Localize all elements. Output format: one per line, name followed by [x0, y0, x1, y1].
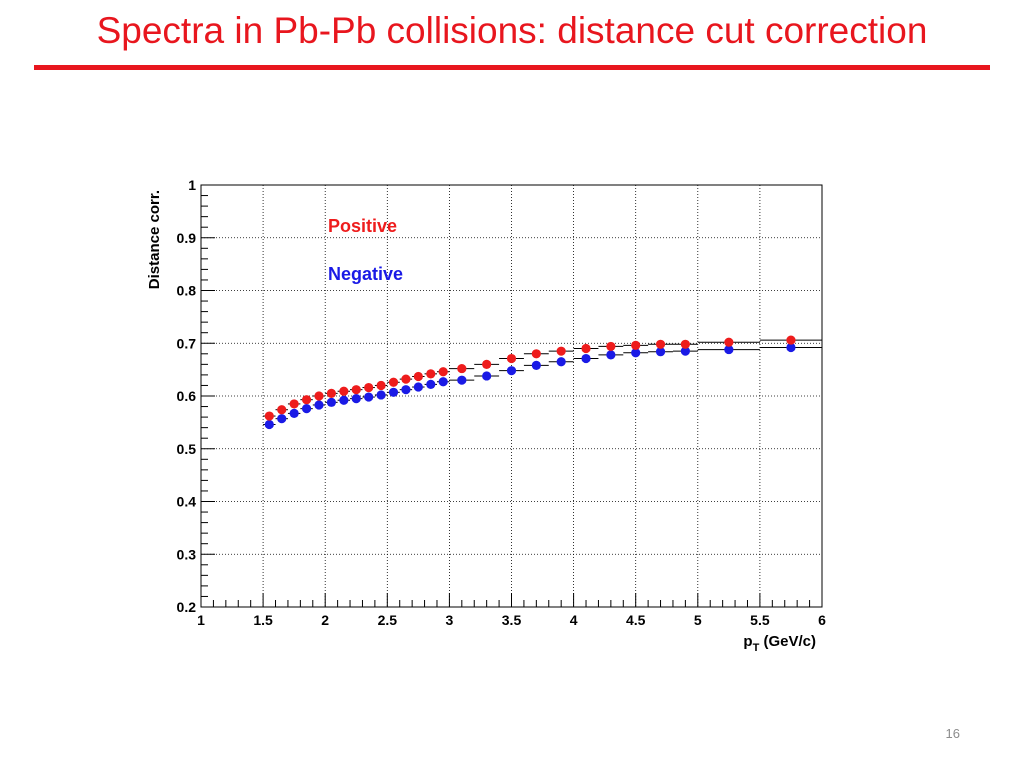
y-tick-label: 0.7 — [177, 335, 197, 351]
data-point — [786, 342, 796, 353]
x-tick-label: 3 — [446, 612, 454, 628]
y-tick-label: 0.2 — [177, 599, 197, 615]
data-point — [376, 390, 386, 400]
data-point — [680, 339, 690, 349]
x-tick-label: 3.5 — [502, 612, 522, 628]
data-point — [339, 386, 349, 396]
data-point — [301, 404, 312, 414]
slide-number: 16 — [945, 726, 960, 741]
x-tick-label: 2 — [321, 612, 329, 628]
data-point — [581, 353, 591, 364]
data-point — [401, 374, 411, 384]
x-tick-label: 5 — [694, 612, 702, 628]
slide-title: Spectra in Pb-Pb collisions: distance cu… — [96, 10, 928, 51]
data-point — [606, 341, 616, 352]
data-point — [606, 350, 616, 360]
data-point — [438, 367, 448, 377]
data-point — [364, 382, 374, 393]
data-point — [413, 382, 423, 392]
x-tick-label: 2.5 — [378, 612, 398, 628]
data-point — [326, 397, 337, 407]
data-point — [438, 377, 448, 387]
data-point — [531, 360, 541, 371]
data-point — [506, 353, 517, 364]
data-point — [724, 337, 734, 347]
x-tick-label: 5.5 — [750, 612, 770, 628]
data-point — [314, 400, 324, 410]
data-point — [314, 391, 324, 401]
data-point — [364, 392, 374, 402]
y-tick-label: 0.3 — [177, 546, 197, 562]
x-tick-label: 4.5 — [626, 612, 646, 628]
data-point — [724, 344, 734, 355]
data-point — [426, 369, 436, 379]
legend-entry-negative: Negative — [328, 264, 403, 284]
data-point — [289, 399, 299, 409]
data-point — [556, 357, 566, 367]
data-point — [786, 335, 796, 345]
data-point — [326, 388, 337, 398]
data-point — [426, 379, 436, 389]
data-point — [277, 405, 287, 415]
series-negative — [263, 342, 822, 430]
data-point — [388, 387, 399, 397]
data-point — [301, 395, 312, 405]
data-point — [631, 340, 641, 350]
data-point — [413, 371, 423, 382]
y-tick-label: 0.9 — [177, 230, 197, 246]
x-tick-label: 1 — [197, 612, 205, 628]
data-point — [482, 371, 492, 381]
y-tick-label: 0.6 — [177, 388, 197, 404]
y-tick-label: 0.4 — [177, 494, 197, 510]
data-point — [376, 380, 386, 391]
data-point — [457, 363, 467, 374]
data-point — [482, 359, 492, 369]
data-point — [506, 366, 517, 376]
legend-entry-positive: Positive — [328, 216, 397, 236]
x-tick-label: 6 — [818, 612, 826, 628]
series-positive — [263, 335, 822, 421]
x-tick-label: 4 — [570, 612, 578, 628]
data-point — [556, 346, 566, 356]
data-point — [457, 375, 467, 385]
data-point — [655, 347, 666, 357]
data-point — [531, 349, 541, 359]
y-tick-label: 0.5 — [177, 441, 197, 457]
data-point — [680, 346, 690, 356]
data-point — [339, 395, 349, 405]
data-point — [264, 419, 274, 430]
y-axis-label: Distance corr. — [146, 190, 163, 289]
x-tick-label: 1.5 — [253, 612, 273, 628]
x-axis-label: pT (GeV/c) — [743, 633, 816, 654]
y-tick-label: 1 — [188, 177, 196, 193]
data-point — [581, 343, 591, 354]
data-point — [655, 339, 666, 349]
y-tick-label: 0.8 — [177, 283, 197, 299]
data-point — [351, 385, 361, 395]
data-point — [388, 377, 399, 387]
data-point — [289, 408, 299, 419]
title-underline — [34, 65, 990, 70]
data-point — [351, 394, 361, 404]
data-point — [631, 348, 641, 358]
data-point — [264, 411, 274, 421]
data-point — [277, 414, 287, 424]
data-point — [401, 385, 411, 395]
